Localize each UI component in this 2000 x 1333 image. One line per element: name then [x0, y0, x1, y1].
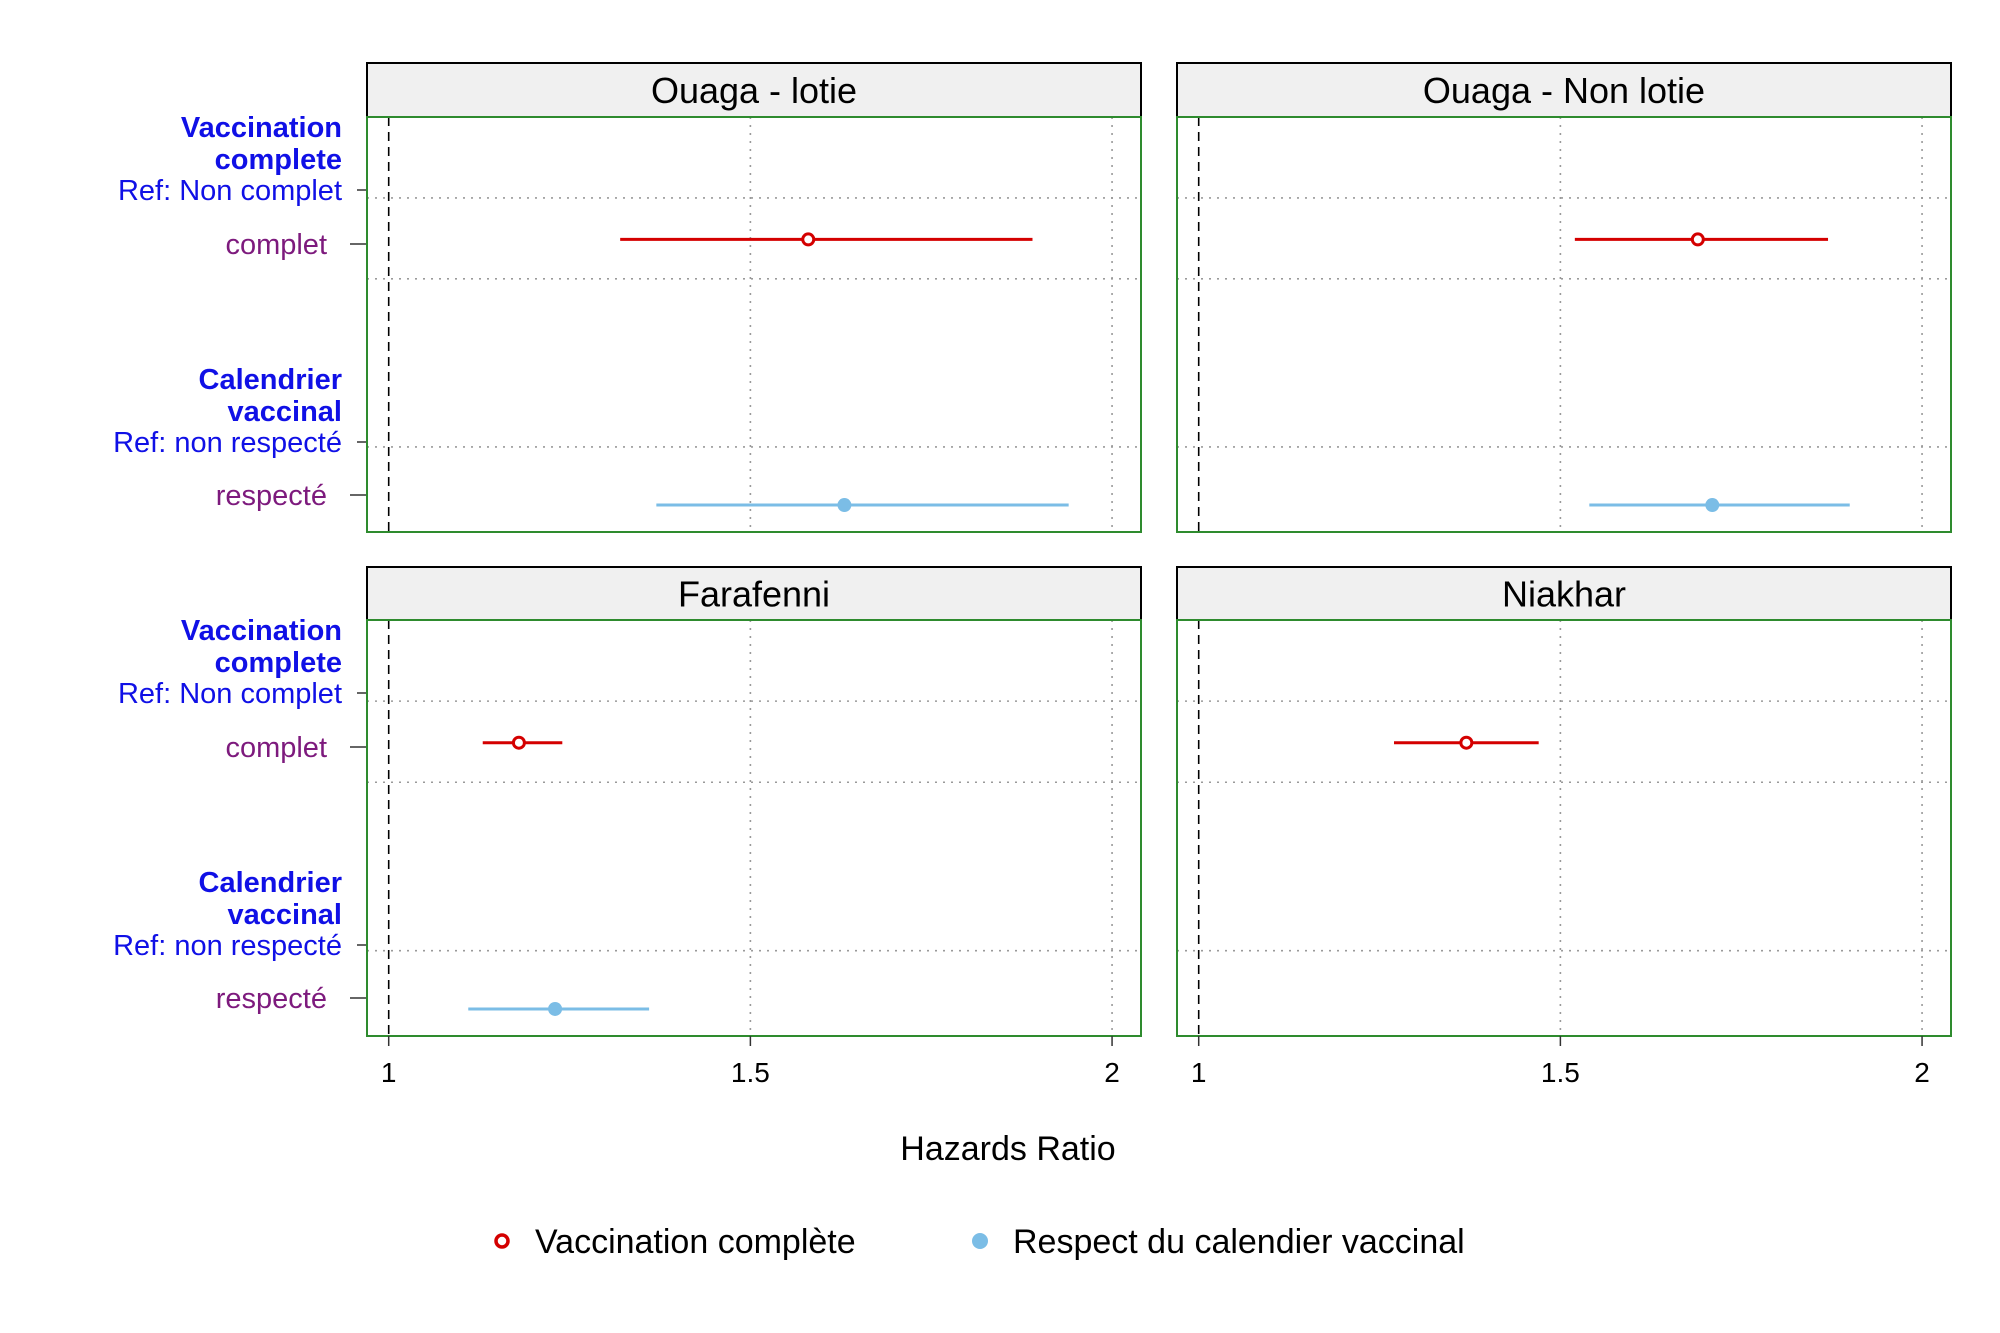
panel-4: Niakhar [1176, 566, 1952, 1037]
legend-marker-open [494, 1233, 510, 1249]
x-tick-label: 1 [1191, 1057, 1207, 1088]
panel-3: Farafenni [366, 566, 1142, 1037]
row-header-label: vaccinal [228, 396, 342, 428]
x-tick-label: 2 [1914, 1057, 1930, 1088]
panel-2: Ouaga - Non lotie [1176, 62, 1952, 533]
row-header-label: Calendrier [199, 867, 342, 899]
x-tick-label: 2 [1104, 1057, 1120, 1088]
x-axes: 1 1.5 2 1 1.5 2 [381, 1036, 1930, 1088]
row-header-label: Vaccination [181, 615, 342, 647]
panel-title: Ouaga - Non lotie [1423, 70, 1705, 111]
legend: Vaccination complète Respect du calendier… [494, 1223, 1465, 1261]
panel-strip [366, 62, 1142, 118]
facet-panels: Ouaga - lotie Ouaga - Non lotie Farafenni N… [366, 62, 1952, 1037]
panel-title: Farafenni [678, 574, 830, 615]
estimate-point [1705, 498, 1720, 513]
row-header-label: Calendrier [199, 364, 342, 396]
legend-marker-filled [972, 1233, 988, 1249]
row-ref-label: Ref: Non complet [118, 175, 342, 207]
estimate-point [548, 1001, 563, 1016]
x-tick-label: 1 [381, 1057, 397, 1088]
panel-title: Ouaga - lotie [651, 70, 857, 111]
row-ref-label: Ref: Non complet [118, 678, 342, 710]
legend-label: Respect du calendier vaccinal [1013, 1223, 1465, 1261]
row-header-label: Vaccination [181, 112, 342, 144]
estimate-point [511, 735, 526, 750]
panel-border [366, 619, 1142, 1037]
panel-border [366, 116, 1142, 533]
panel-1: Ouaga - lotie [366, 62, 1142, 533]
panel-strip [1176, 566, 1952, 621]
row-header-label: complete [215, 647, 342, 679]
estimate-point [837, 498, 852, 513]
row-header-label: complete [215, 144, 342, 176]
row-level-label: respecté [216, 983, 327, 1015]
row-header-label: vaccinal [228, 899, 342, 931]
row-ref-label: Ref: non respecté [113, 930, 342, 962]
x-axis-title: Hazards Ratio [900, 1130, 1115, 1168]
legend-label: Vaccination complète [535, 1223, 856, 1261]
row-level-label: respecté [216, 480, 327, 512]
x-tick-label: 1.5 [1541, 1057, 1580, 1088]
x-tick-label: 1.5 [731, 1057, 770, 1088]
panel-border [1176, 619, 1952, 1037]
estimate-point [1459, 735, 1474, 750]
row-level-label: complet [225, 732, 327, 764]
panel-strip [1176, 62, 1952, 118]
estimate-point [801, 232, 816, 247]
panel-title: Niakhar [1502, 574, 1626, 615]
row-level-label: complet [225, 229, 327, 261]
row-ref-label: Ref: non respecté [113, 427, 342, 459]
panel-border [1176, 116, 1952, 533]
estimate-point [1690, 232, 1705, 247]
